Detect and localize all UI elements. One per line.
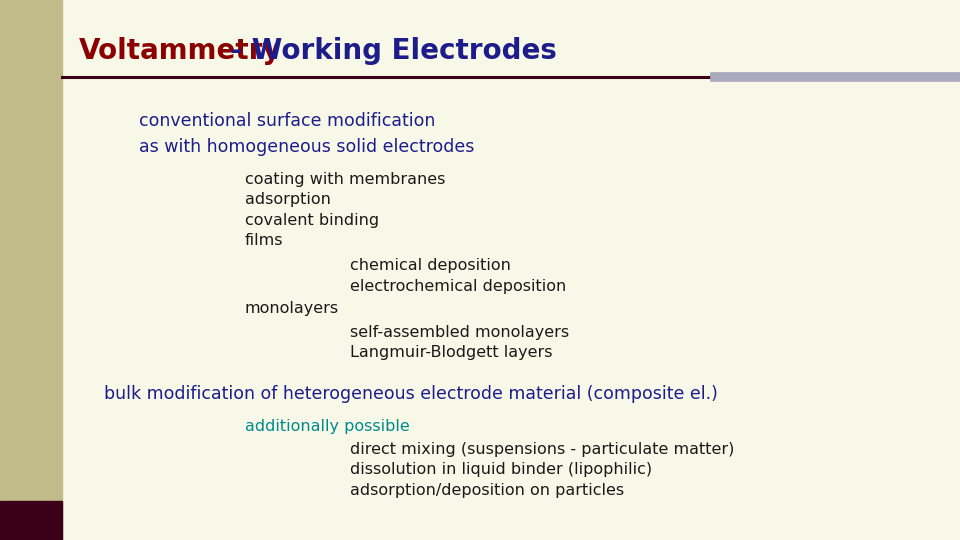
Text: as with homogeneous solid electrodes: as with homogeneous solid electrodes bbox=[139, 138, 474, 156]
Text: Langmuir-Blodgett layers: Langmuir-Blodgett layers bbox=[350, 345, 553, 360]
Text: dissolution in liquid binder (lipophilic): dissolution in liquid binder (lipophilic… bbox=[350, 462, 653, 477]
Text: films: films bbox=[245, 233, 283, 248]
Text: covalent binding: covalent binding bbox=[245, 213, 379, 228]
Text: monolayers: monolayers bbox=[245, 301, 339, 316]
Bar bbox=[0, 0, 62, 540]
Text: Voltammetry: Voltammetry bbox=[79, 37, 281, 65]
Text: coating with membranes: coating with membranes bbox=[245, 172, 445, 187]
Text: direct mixing (suspensions - particulate matter): direct mixing (suspensions - particulate… bbox=[350, 442, 734, 457]
Text: adsorption/deposition on particles: adsorption/deposition on particles bbox=[350, 483, 625, 498]
Bar bbox=[0, 501, 62, 540]
Text: electrochemical deposition: electrochemical deposition bbox=[350, 279, 566, 294]
Text: conventional surface modification: conventional surface modification bbox=[139, 112, 436, 131]
Text: additionally possible: additionally possible bbox=[245, 419, 410, 434]
Text: - Working Electrodes: - Working Electrodes bbox=[221, 37, 557, 65]
Text: chemical deposition: chemical deposition bbox=[350, 258, 512, 273]
Text: self-assembled monolayers: self-assembled monolayers bbox=[350, 325, 569, 340]
Text: adsorption: adsorption bbox=[245, 192, 330, 207]
Text: bulk modification of heterogeneous electrode material (composite el.): bulk modification of heterogeneous elect… bbox=[104, 385, 717, 403]
